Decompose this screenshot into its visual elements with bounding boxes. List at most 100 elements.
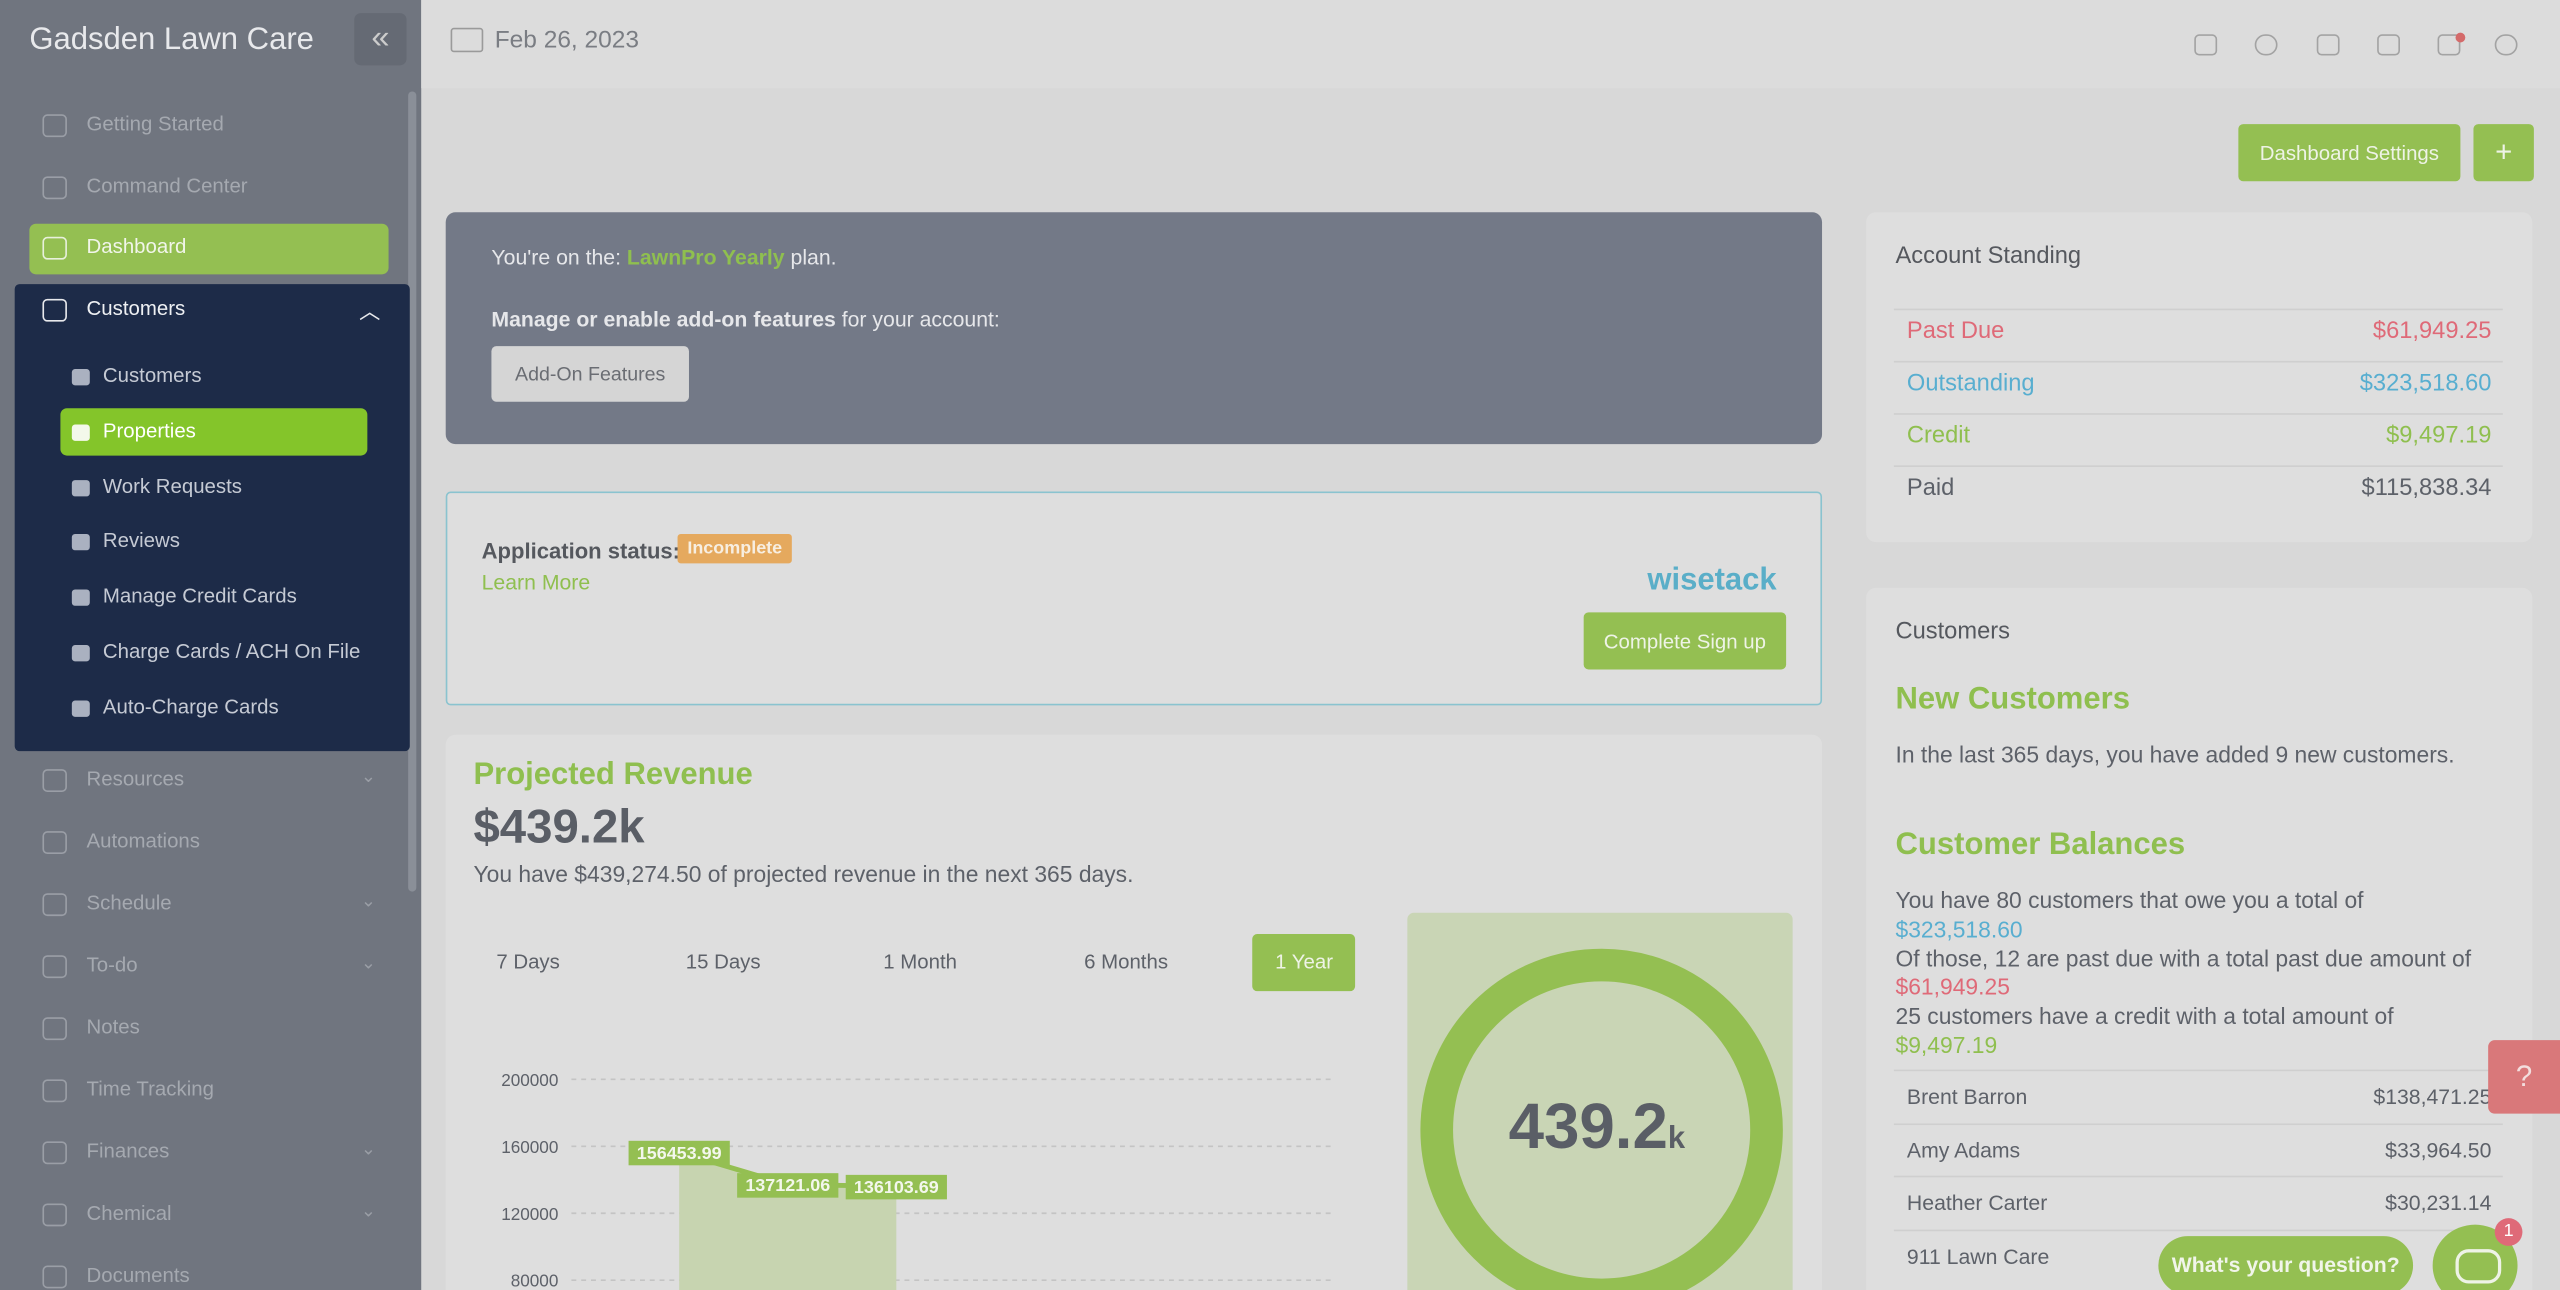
value-label: 136103.69	[854, 1177, 939, 1197]
header-icon[interactable]	[2194, 34, 2218, 56]
balance-amount: $9,497.19	[1895, 1031, 1998, 1059]
nav-item[interactable]: To-do	[86, 953, 138, 977]
nav-sub-item[interactable]: Manage Credit Cards	[102, 584, 297, 608]
nav-icon	[42, 237, 67, 261]
customer-amount: $138,471.25	[2373, 1084, 2492, 1109]
chevron: ⌄	[360, 1139, 376, 1160]
standing-label: Past Due	[1906, 318, 2005, 345]
nav-item[interactable]: Resources	[86, 767, 185, 791]
area	[679, 1152, 897, 1290]
y-tick-label: 160000	[501, 1137, 558, 1157]
customers-title: Customers	[1895, 618, 2010, 645]
header-icon[interactable]	[2254, 34, 2278, 56]
dashboard-settings-button[interactable]: Dashboard Settings	[2238, 124, 2461, 182]
add-button[interactable]: +	[2473, 124, 2534, 182]
nav-sub-item[interactable]: Work Requests	[102, 474, 242, 498]
add-on-button[interactable]: Add-On Features	[491, 346, 689, 402]
date: Feb 26, 2023	[494, 26, 640, 54]
learn-more[interactable]: Learn More	[481, 569, 591, 595]
chevron: ⌄	[360, 953, 376, 974]
nav-item[interactable]: Schedule	[86, 891, 172, 915]
nav-icon	[42, 1017, 67, 1041]
header-icon[interactable]	[2316, 34, 2340, 56]
row-divider	[1893, 1176, 2503, 1178]
nav-icon	[42, 1079, 67, 1103]
balances-title: Customer Balances	[1895, 827, 2186, 863]
standing-amount: $61,949.25	[2372, 318, 2492, 345]
nav-sub-item[interactable]: Reviews	[102, 529, 180, 553]
standing-label: Paid	[1906, 475, 1955, 502]
row-divider	[1893, 1069, 2503, 1072]
help-tab[interactable]: ?	[2488, 1040, 2560, 1114]
nav-sub-item[interactable]: Customers	[102, 364, 202, 387]
nav-item[interactable]: Time Tracking	[86, 1077, 214, 1101]
plan-card: You're on the: LawnPro Yearly plan. Mana…	[445, 212, 1823, 445]
range-tab[interactable]: 1 Month	[883, 950, 958, 974]
y-tick-label: 80000	[511, 1271, 559, 1290]
standing-label: Outstanding	[1906, 370, 2035, 397]
y-tick-label: 120000	[501, 1204, 558, 1224]
standing-label: Credit	[1906, 422, 1971, 450]
monitor-icon	[450, 27, 484, 53]
row-divider	[1893, 413, 2503, 415]
collapse-button[interactable]: «	[354, 13, 407, 66]
value-label: 137121.06	[745, 1175, 830, 1195]
revenue-card: Projected Revenue $439.2k You have $439,…	[445, 734, 1823, 1290]
chat-badge: 1	[2494, 1218, 2523, 1246]
nav-sub-item[interactable]: Charge Cards / ACH On File	[102, 640, 361, 663]
header-icon[interactable]	[2494, 34, 2518, 56]
chevron: ⌄	[360, 767, 376, 788]
nav-active	[60, 407, 368, 456]
row-divider	[1893, 1122, 2503, 1125]
chat-prompt[interactable]: What's your question?	[2158, 1236, 2414, 1290]
customers-card: Customers New Customers In the last 365 …	[1866, 587, 2533, 1290]
nav-item[interactable]: Dashboard	[86, 235, 187, 259]
notification-dot	[2455, 32, 2466, 43]
nav-item[interactable]: Automations	[86, 829, 200, 853]
nav-sub-icon	[71, 369, 90, 386]
nav-group	[14, 284, 410, 752]
manage-bold: Manage or enable add-on features	[491, 306, 836, 332]
header-icon[interactable]	[2377, 34, 2400, 56]
nav-item[interactable]: Chemical	[86, 1201, 172, 1225]
value-label: 156453.99	[637, 1143, 722, 1163]
row-divider	[1893, 1229, 2503, 1232]
y-tick-label: 200000	[501, 1070, 558, 1090]
nav-sub-item[interactable]: Auto-Charge Cards	[102, 695, 279, 719]
customer-name: Heather Carter	[1906, 1191, 2048, 1216]
nav-icon	[42, 769, 67, 792]
balance-line: 25 customers have a credit with a total …	[1895, 1002, 2394, 1030]
nav-icon	[42, 114, 67, 138]
row-divider	[1893, 308, 2503, 311]
revenue-title: Projected Revenue	[473, 757, 753, 792]
plan-name: LawnPro Yearly	[626, 244, 785, 270]
status-label: Application status:	[481, 538, 681, 564]
nav-icon	[42, 831, 67, 855]
range-tab[interactable]: 1 Year	[1252, 934, 1356, 992]
nav-icon	[42, 298, 67, 322]
nav-item[interactable]: Getting Started	[86, 112, 224, 136]
nav-group-label[interactable]: Customers	[86, 297, 186, 321]
nav-item[interactable]: Documents	[86, 1263, 190, 1287]
value-label-bg	[845, 1174, 947, 1200]
range-tab[interactable]: 15 Days	[685, 950, 761, 974]
header-icon[interactable]	[2437, 34, 2461, 56]
standing-amount: $323,518.60	[2359, 370, 2492, 397]
nav-item[interactable]: Finances	[86, 1139, 170, 1163]
nav-sub-icon	[71, 700, 90, 717]
chevron: ︿	[359, 298, 381, 324]
plan-suffix: plan.	[790, 244, 837, 270]
range-tab[interactable]: 7 Days	[496, 950, 560, 974]
nav-sub-icon	[71, 479, 90, 496]
complete-signup-button[interactable]: Complete Sign up	[1583, 612, 1787, 670]
nav-item[interactable]: Notes	[86, 1015, 140, 1039]
scrollbar	[408, 91, 417, 892]
nav-sub-item[interactable]: Properties	[102, 419, 196, 443]
range-tab[interactable]: 6 Months	[1084, 950, 1169, 974]
nav-item[interactable]: Command Center	[86, 174, 248, 198]
revenue-description: You have $439,274.50 of projected revenu…	[473, 860, 1134, 887]
status-badge: Incomplete	[677, 533, 792, 564]
sidebar: Gadsden Lawn Care « Getting Started Comma…	[0, 0, 422, 1290]
nav-icon	[42, 1203, 67, 1227]
